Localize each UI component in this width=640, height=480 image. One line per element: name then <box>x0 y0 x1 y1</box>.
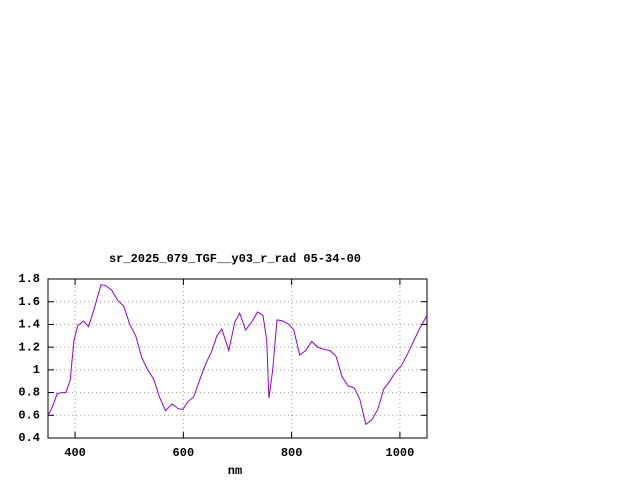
x-tick-label: 1000 <box>386 446 415 460</box>
plot-border <box>47 278 428 439</box>
y-tick-label: 1 <box>33 363 40 377</box>
x-axis-label: nm <box>228 464 242 478</box>
y-tick-label: 1.2 <box>18 340 40 354</box>
x-tick-label: 800 <box>281 446 303 460</box>
y-tick-label: 0.4 <box>18 431 40 445</box>
x-tick-label: 400 <box>64 446 86 460</box>
y-tick-label: 0.8 <box>18 386 40 400</box>
y-tick-label: 1.6 <box>18 295 40 309</box>
x-tick-label: 600 <box>173 446 195 460</box>
y-tick-label: 1.8 <box>18 272 40 286</box>
y-tick-label: 0.6 <box>18 408 40 422</box>
y-tick-label: 1.4 <box>18 318 40 332</box>
chart-title: sr_2025_079_TGF__y03_r_rad 05-34-00 <box>109 252 361 266</box>
data-line <box>47 284 428 426</box>
